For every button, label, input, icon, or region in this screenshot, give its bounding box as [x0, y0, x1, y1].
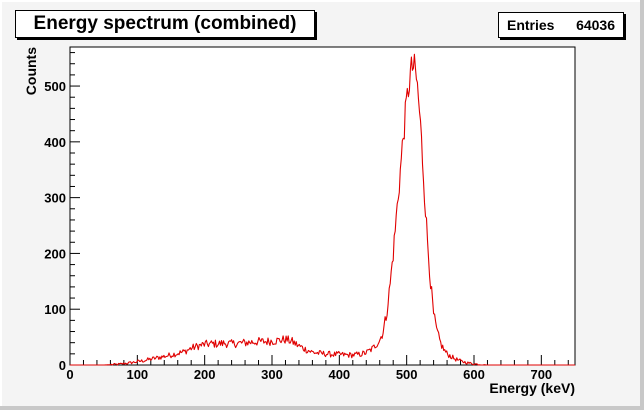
y-tick-label: 100: [44, 302, 66, 317]
x-tick-label: 500: [396, 367, 418, 382]
axis-ticks: [69, 52, 569, 366]
x-tick-label: 0: [66, 367, 73, 382]
x-tick-label: 400: [328, 367, 350, 382]
stats-box: Entries 64036: [498, 12, 624, 38]
y-tick-label: 400: [44, 135, 66, 150]
plot-frame: [69, 46, 576, 366]
axis-tick-labels: 0 100 200 300 400 500 600 700 0 100 200 300 400 500: [44, 79, 552, 382]
x-tick-label: 200: [194, 367, 216, 382]
x-tick-label: 700: [530, 367, 552, 382]
x-tick-label: 300: [261, 367, 283, 382]
x-tick-label: 100: [126, 367, 148, 382]
x-tick-label: 600: [463, 367, 485, 382]
stats-entries-value: 64036: [576, 17, 615, 33]
y-tick-label: 300: [44, 191, 66, 206]
x-axis-label: Energy (keV): [489, 380, 575, 396]
y-axis-label: Counts: [23, 47, 39, 95]
y-tick-label: 500: [44, 79, 66, 94]
y-tick-label: 0: [59, 358, 66, 373]
stats-entries-label: Entries: [507, 17, 555, 33]
y-tick-label: 200: [44, 246, 66, 261]
chart-title: Energy spectrum (combined): [15, 10, 315, 38]
spectrum-line: [70, 53, 575, 366]
